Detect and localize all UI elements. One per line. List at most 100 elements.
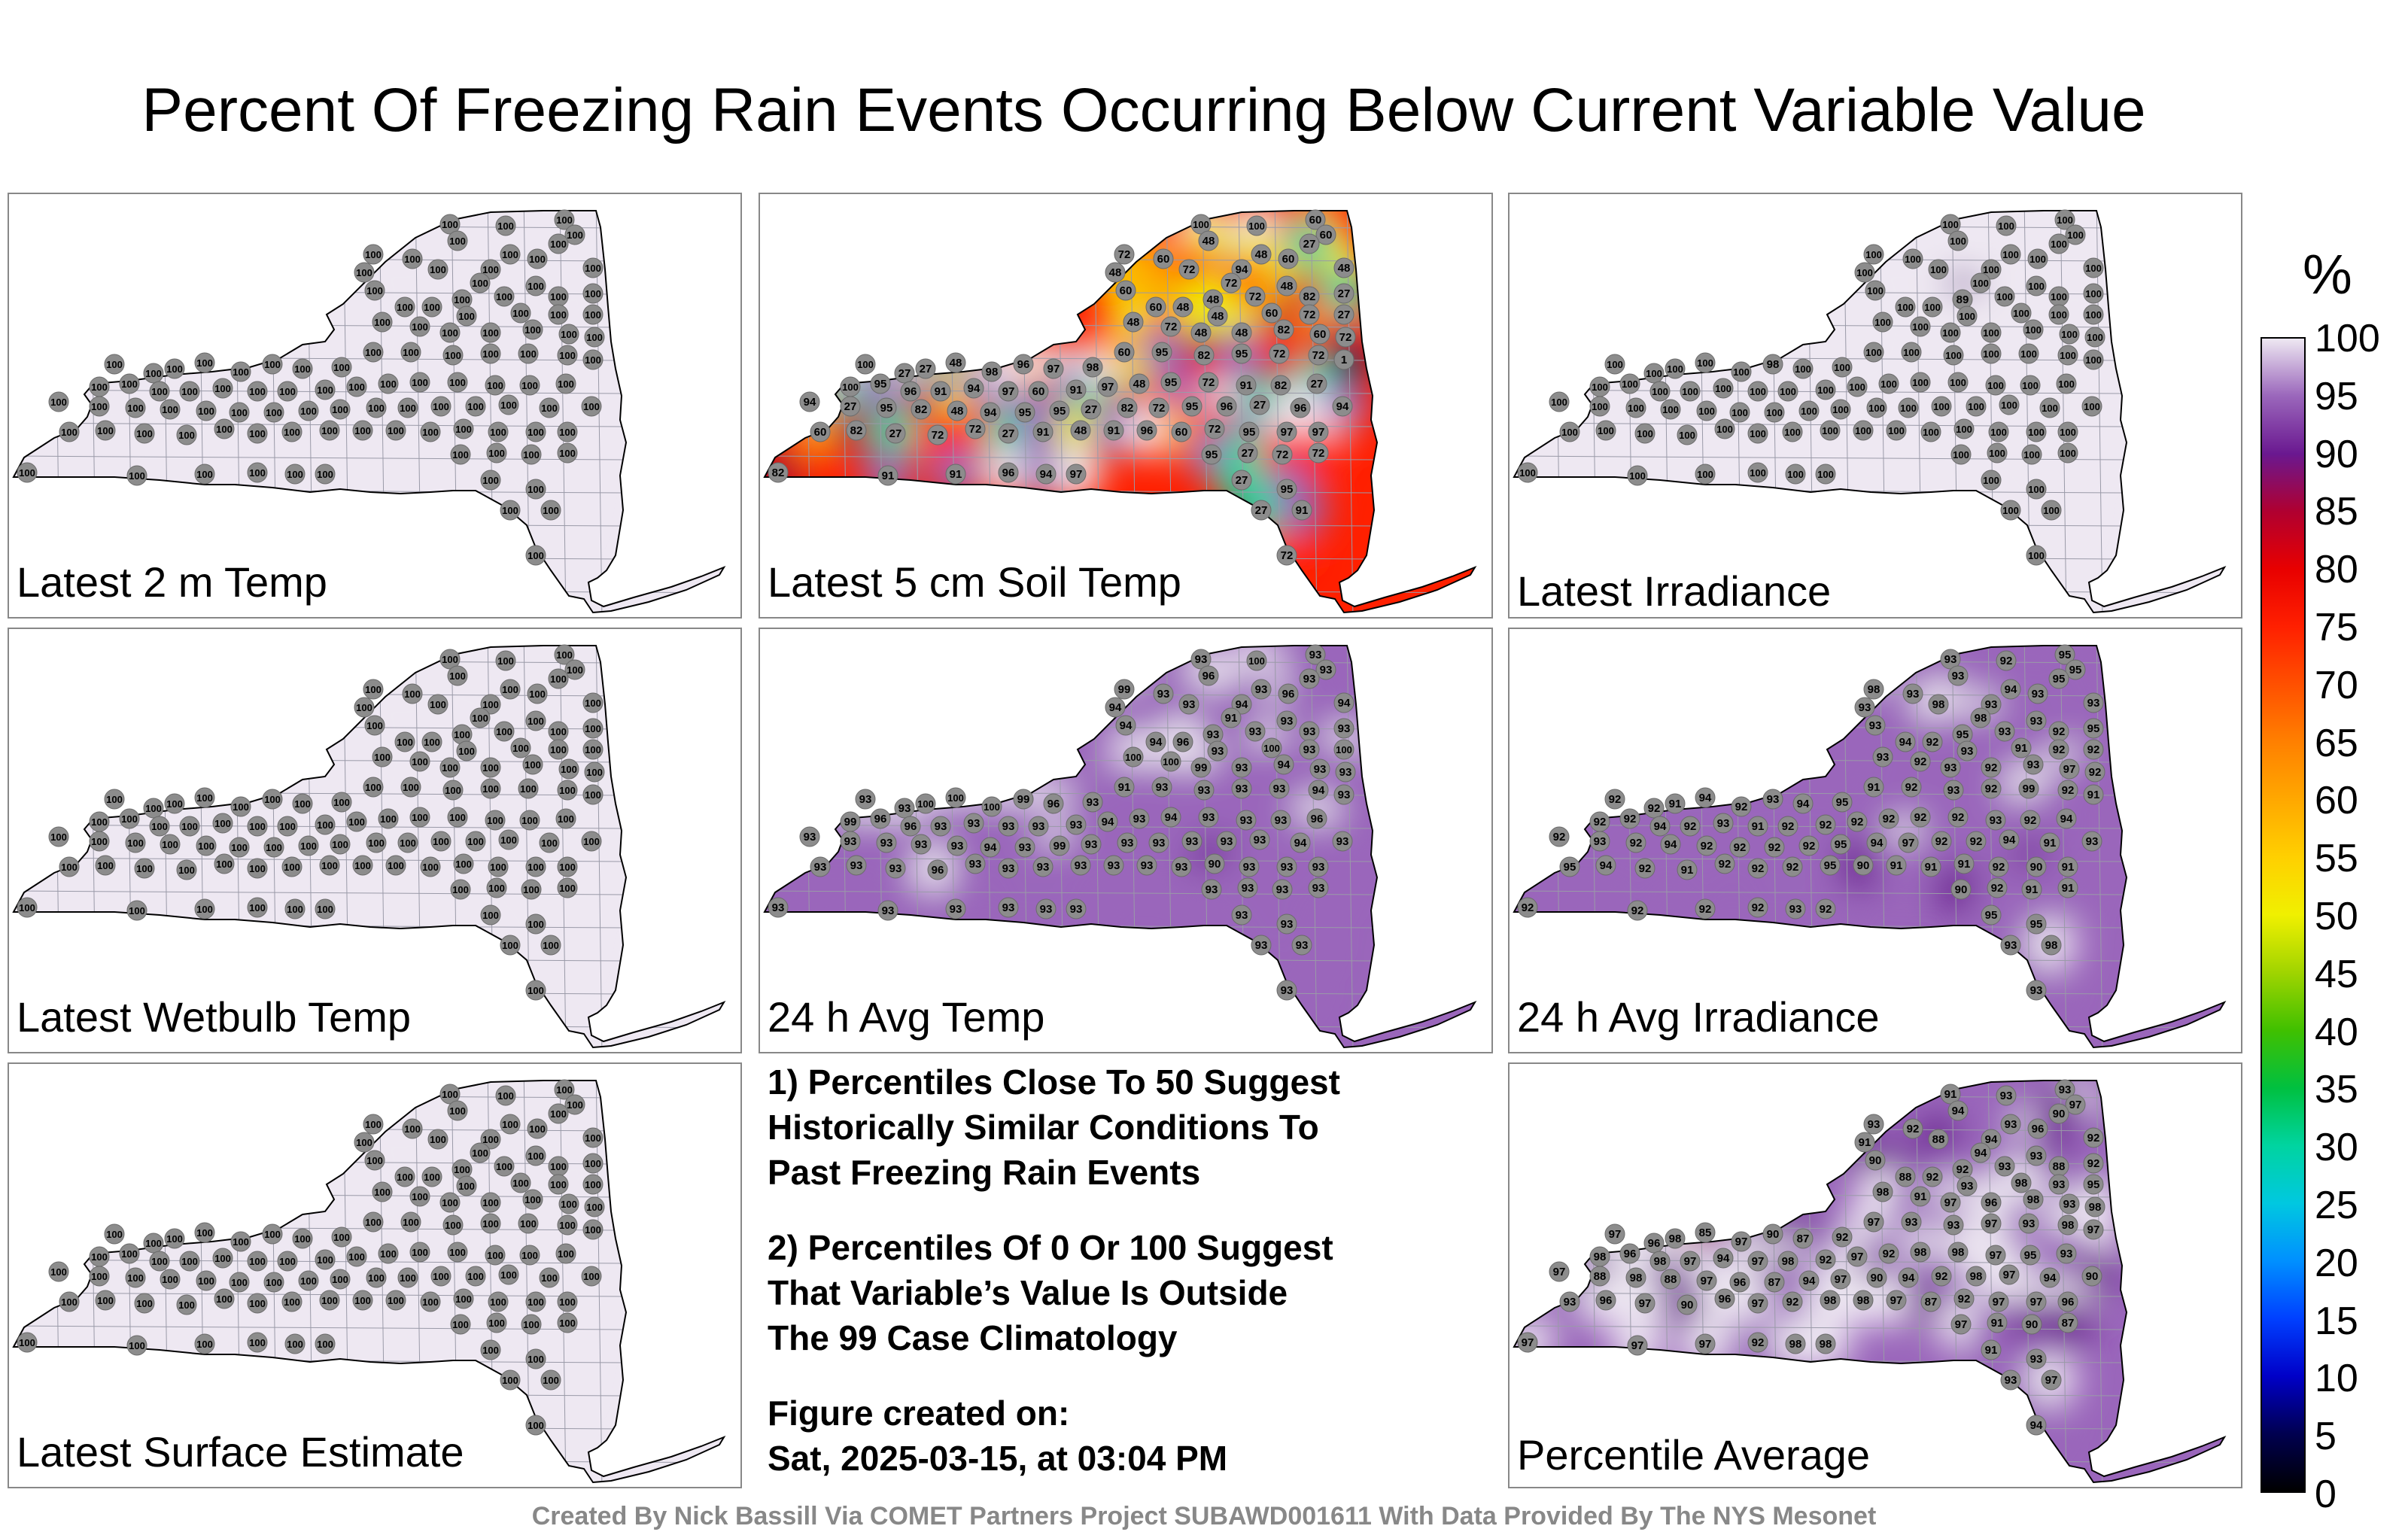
colorbar-tick-label: 5 bbox=[2315, 1415, 2337, 1459]
station-value: 93 bbox=[804, 831, 816, 843]
station-value: 72 bbox=[1312, 349, 1325, 362]
station-marker bbox=[810, 856, 831, 877]
station-marker bbox=[525, 1145, 546, 1166]
station-value: 100 bbox=[162, 839, 178, 850]
station-value: 91 bbox=[1296, 504, 1309, 517]
station-value: 92 bbox=[1958, 1293, 1971, 1306]
station-value: 100 bbox=[231, 407, 248, 418]
station-marker bbox=[2021, 879, 2042, 900]
station-marker bbox=[1947, 665, 1969, 686]
county-line bbox=[14, 1292, 724, 1298]
county-line bbox=[1514, 890, 2224, 896]
station-value: 100 bbox=[472, 1147, 488, 1159]
station-marker bbox=[980, 837, 1001, 858]
station-value: 97 bbox=[1993, 1296, 2005, 1309]
station-value: 100 bbox=[91, 401, 108, 412]
station-value: 100 bbox=[524, 759, 541, 771]
colorbar-tick-label: 50 bbox=[2315, 895, 2358, 938]
county-line bbox=[14, 1093, 724, 1099]
station-value: 100 bbox=[1561, 427, 1578, 438]
station-marker bbox=[1172, 296, 1193, 318]
station-marker bbox=[947, 835, 968, 856]
station-marker bbox=[900, 816, 921, 837]
station-value: 90 bbox=[1869, 1154, 1882, 1167]
station-marker bbox=[1981, 904, 2002, 926]
station-marker bbox=[1103, 855, 1124, 876]
station-value: 100 bbox=[91, 816, 108, 828]
station-marker bbox=[1953, 418, 1975, 439]
station-value: 100 bbox=[550, 744, 567, 755]
station-marker bbox=[495, 215, 516, 236]
station-value: 100 bbox=[2051, 239, 2067, 250]
station-marker bbox=[870, 808, 891, 829]
station-marker bbox=[480, 1129, 501, 1150]
station-value: 100 bbox=[162, 1274, 178, 1285]
station-value: 100 bbox=[294, 1233, 311, 1245]
station-marker bbox=[927, 859, 948, 880]
station-value: 100 bbox=[1933, 401, 1950, 412]
station-marker bbox=[470, 1142, 491, 1163]
station-value: 91 bbox=[1944, 1088, 1957, 1101]
station-value: 93 bbox=[1141, 859, 1154, 872]
station-value: 100 bbox=[321, 425, 338, 436]
station-marker bbox=[214, 418, 235, 439]
station-value: 98 bbox=[1857, 1294, 1870, 1307]
station-marker bbox=[1207, 740, 1228, 761]
station-marker bbox=[1249, 394, 1270, 415]
station-marker bbox=[548, 233, 569, 254]
station-value: 48 bbox=[1177, 301, 1190, 314]
station-value: 98 bbox=[1970, 1270, 1983, 1283]
station-marker bbox=[1677, 424, 1698, 445]
station-marker bbox=[59, 421, 80, 442]
station-value: 100 bbox=[529, 254, 546, 265]
station-marker bbox=[1190, 757, 1212, 778]
figure-created: Figure created on: Sat, 2025-03-15, at 0… bbox=[768, 1394, 1228, 1478]
station-value: 100 bbox=[404, 254, 421, 265]
station-value: 96 bbox=[2062, 1296, 2075, 1309]
station-marker bbox=[1928, 259, 1949, 280]
station-value: 100 bbox=[2085, 288, 2102, 299]
station-marker bbox=[2057, 421, 2078, 442]
station-value: 100 bbox=[91, 836, 108, 847]
station-value: 96 bbox=[1294, 402, 1307, 415]
station-value: 91 bbox=[1859, 1136, 1871, 1149]
station-marker bbox=[557, 856, 578, 877]
station-value: 100 bbox=[521, 1250, 538, 1261]
station-marker bbox=[1332, 831, 1353, 852]
station-value: 100 bbox=[249, 902, 266, 913]
station-value: 100 bbox=[348, 381, 365, 393]
station-marker bbox=[1559, 1291, 1580, 1312]
station-value: 95 bbox=[1836, 796, 1849, 809]
station-value: 92 bbox=[1914, 811, 1927, 824]
station-marker bbox=[1966, 1266, 1987, 1287]
station-value: 100 bbox=[412, 812, 428, 823]
station-marker bbox=[331, 357, 352, 378]
station-value: 100 bbox=[585, 789, 601, 801]
map-panel-24h-avg-irradiance: 93 92 95 95 93 98 93 93 98 93 94 93 95 93 98 93 95 93 92 95… bbox=[1508, 628, 2242, 1053]
station-value: 100 bbox=[178, 865, 195, 876]
station-marker bbox=[1953, 853, 1975, 874]
station-marker bbox=[330, 834, 351, 855]
station-value: 92 bbox=[1883, 1248, 1896, 1260]
station-value: 93 bbox=[814, 861, 827, 874]
station-value: 91 bbox=[1991, 1317, 2004, 1330]
station-marker bbox=[518, 1213, 539, 1234]
station-value: 100 bbox=[422, 1296, 439, 1308]
station-marker bbox=[1595, 420, 1616, 441]
station-value: 93 bbox=[950, 903, 962, 916]
station-value: 100 bbox=[502, 1119, 518, 1130]
station-value: 97 bbox=[1639, 1297, 1652, 1310]
station-value: 100 bbox=[279, 821, 296, 832]
station-value: 95 bbox=[874, 378, 887, 391]
station-value: 27 bbox=[898, 367, 911, 380]
station-value: 100 bbox=[487, 1250, 503, 1261]
station-marker bbox=[262, 789, 283, 810]
station-value: 93 bbox=[1153, 837, 1166, 850]
station-marker bbox=[846, 855, 867, 876]
station-value: 100 bbox=[449, 1105, 466, 1117]
station-value: 100 bbox=[1598, 425, 1614, 436]
station-value: 93 bbox=[1243, 861, 1256, 874]
station-marker bbox=[2020, 1245, 2041, 1266]
station-value: 93 bbox=[935, 820, 947, 833]
